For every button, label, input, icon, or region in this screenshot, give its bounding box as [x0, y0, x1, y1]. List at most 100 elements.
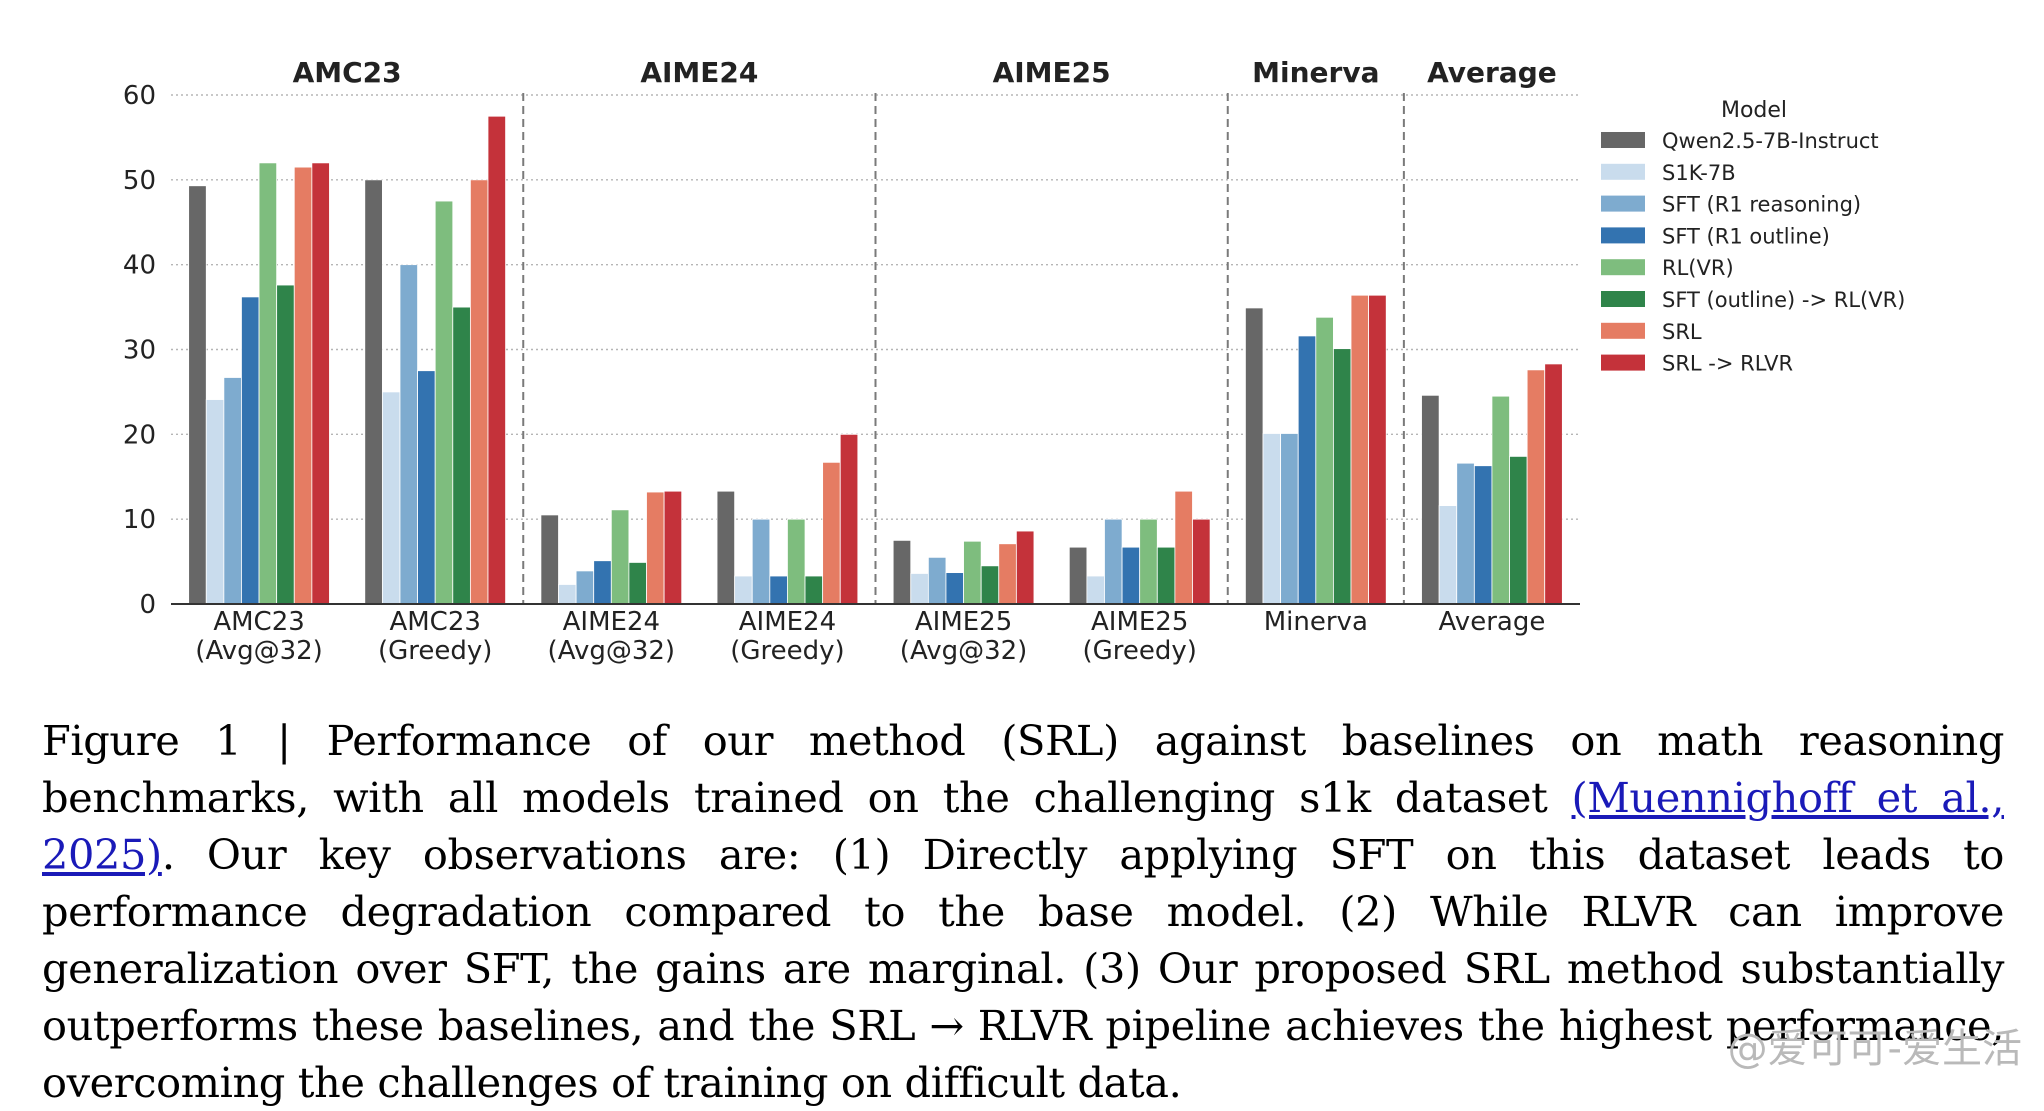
legend-label: SFT (R1 outline) [1662, 224, 1830, 248]
caption-text-1: Performance of our method (SRL) against … [42, 716, 2005, 822]
x-tick-sublabel: (Avg@32) [548, 636, 676, 666]
group-title: AMC23 [293, 56, 402, 89]
bar [364, 179, 383, 605]
bar [540, 514, 559, 605]
bar [487, 115, 506, 605]
legend-swatch [1601, 259, 1645, 276]
x-tick-label: AIME25 [1091, 607, 1188, 637]
bar [734, 575, 753, 605]
bar [945, 572, 964, 605]
legend-label: SRL -> RLVR [1662, 352, 1793, 376]
bar [663, 490, 683, 605]
bar [1156, 546, 1176, 605]
performance-bar-chart: 0 10 20 30 40 50 60 AMC23 AIME24 AIME25 Minerva Ave… [123, 56, 1905, 666]
group-title: AIME24 [640, 56, 758, 89]
bar [1421, 394, 1440, 605]
legend-swatch [1601, 195, 1645, 212]
bar [417, 370, 436, 605]
bar [963, 540, 982, 605]
citation-link[interactable]: (Muennighoff et al., 2025) [42, 773, 2004, 879]
caption-separator: | [277, 716, 291, 765]
bar [1262, 433, 1282, 605]
bar [1139, 518, 1158, 605]
x-tick-sublabel: (Greedy) [730, 636, 844, 666]
y-tick-label: 20 [123, 420, 156, 450]
group-title: AIME25 [993, 56, 1111, 89]
legend-swatch [1601, 354, 1645, 371]
bar [1245, 307, 1264, 605]
bar [1509, 455, 1528, 605]
legend-title: Model [1721, 98, 1787, 123]
legend-swatch [1601, 291, 1645, 307]
y-tick-label: 60 [123, 81, 156, 111]
group-title: Minerva [1252, 56, 1379, 89]
figure-label: Figure 1 [42, 716, 242, 765]
bar [1473, 465, 1493, 605]
y-tick-label: 30 [123, 336, 156, 366]
bar [910, 573, 929, 605]
bar [469, 179, 489, 605]
x-tick-label: AIME24 [739, 607, 836, 637]
bar [1333, 348, 1352, 605]
x-tick-label: AMC23 [389, 607, 480, 637]
bar [1491, 395, 1510, 605]
bar [787, 518, 806, 605]
bars [188, 115, 1563, 605]
bar [1368, 294, 1387, 605]
bar [1544, 363, 1563, 605]
y-tick-label: 10 [123, 505, 156, 535]
bar [1315, 316, 1334, 605]
legend-swatch [1601, 163, 1645, 180]
bar [1280, 433, 1299, 605]
x-tick-label: AIME25 [915, 607, 1012, 637]
legend-swatch [1601, 227, 1645, 244]
legend-label: SFT (outline) -> RL(VR) [1662, 288, 1905, 312]
bar [610, 509, 630, 605]
bar [1068, 546, 1088, 605]
bar [399, 264, 418, 605]
x-tick-sublabel: (Greedy) [1082, 636, 1196, 666]
bar [558, 584, 577, 605]
bar [804, 575, 824, 605]
bar [593, 560, 612, 605]
legend-swatch [1601, 322, 1645, 339]
x-tick-label: AIME24 [563, 607, 660, 637]
legend-label: Qwen2.5-7B-Instruct [1662, 129, 1879, 153]
bar [1438, 505, 1458, 605]
legend: Model Qwen2.5-7B-Instruct S1K-7B SFT (R1 re… [1601, 98, 1905, 376]
bar [716, 490, 736, 605]
bar [1192, 518, 1211, 605]
bar [452, 306, 471, 605]
bar [628, 562, 647, 605]
legend-swatch [1601, 132, 1645, 148]
bar [1104, 518, 1123, 605]
x-tick-sublabel: (Avg@32) [900, 636, 1028, 666]
group-separators [522, 93, 1405, 604]
legend-label: S1K-7B [1662, 161, 1736, 185]
bar [1174, 490, 1193, 605]
figure-caption: Figure 1 | Performance of our method (SR… [42, 712, 2004, 1111]
x-tick-sublabel: (Avg@32) [195, 636, 323, 666]
bar [1015, 530, 1035, 605]
bar [839, 433, 859, 605]
bar [1456, 462, 1475, 605]
bar [223, 377, 242, 605]
bar [276, 284, 295, 605]
bar [241, 296, 260, 605]
bar [1526, 369, 1546, 605]
bar [188, 185, 207, 605]
bar [258, 162, 278, 605]
bar [998, 543, 1017, 605]
bar [980, 565, 1000, 605]
x-tick-sublabel: (Greedy) [378, 636, 492, 666]
bar [575, 570, 595, 605]
bar [751, 518, 771, 605]
legend-label: RL(VR) [1662, 256, 1734, 280]
group-title: Average [1427, 56, 1557, 89]
bar [434, 200, 454, 605]
bar [646, 491, 665, 605]
bar [205, 399, 225, 605]
x-tick-label: AMC23 [213, 607, 304, 637]
caption-text-2: . Our key observations are: (1) Directly… [42, 830, 2004, 1107]
y-tick-label: 50 [123, 166, 156, 196]
